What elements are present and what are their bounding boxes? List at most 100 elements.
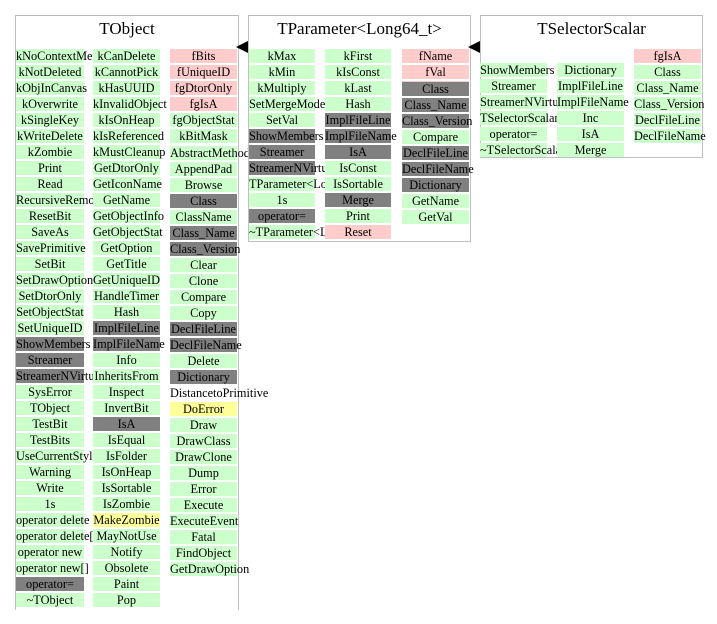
member-cell: MayNotUse: [93, 529, 160, 543]
member-cell: fVal: [402, 65, 469, 79]
member-column: fgIsA Class Class_Name Class_Version DeclFil…: [634, 49, 706, 145]
member-cell: kOverwrite: [16, 97, 84, 111]
member-cell: IsEqual: [93, 433, 160, 447]
member-cell: fgObjectStat: [170, 113, 237, 127]
member-cell: SetDrawOption: [16, 273, 94, 287]
member-cell: Class: [402, 82, 469, 96]
member-cell: TObject: [16, 401, 84, 415]
member-cell: IsOnHeap: [93, 465, 160, 479]
member-cell: ExecuteEvent: [170, 514, 239, 528]
member-cell: DoError: [170, 402, 237, 416]
member-cell: DrawClone: [170, 450, 237, 464]
member-cell: ShowMembers: [16, 337, 91, 351]
member-cell: GetName: [402, 194, 469, 208]
member-cell: kIsConst: [325, 65, 391, 79]
member-cell: ShowMembers: [480, 63, 555, 77]
member-column: kFirst kIsConst kLast Hash ImplFileLine ImplF…: [325, 49, 397, 241]
member-cell: Browse: [170, 178, 237, 192]
member-cell: SaveAs: [16, 225, 84, 239]
member-cell: Class_Version: [634, 97, 705, 111]
class-box-tparameter: TParameter<Long64_t>: [248, 15, 471, 242]
member-cell: Dictionary: [402, 178, 469, 192]
member-cell: StreamerNVirtual: [249, 161, 337, 175]
member-cell: IsFolder: [93, 449, 160, 463]
member-cell: GetDtorOnly: [93, 161, 160, 175]
member-cell: kObjInCanvas: [16, 81, 88, 95]
member-cell: SavePrimitive: [16, 241, 86, 255]
member-cell: DeclFileName: [402, 162, 474, 176]
class-title: TObject: [99, 19, 155, 38]
member-cell: operator new[]: [16, 561, 89, 575]
member-cell: Notify: [93, 545, 160, 559]
member-cell: IsZombie: [93, 497, 160, 511]
member-cell: GetDrawOption: [170, 562, 250, 576]
member-cell: Paint: [93, 577, 160, 591]
member-cell: DeclFileLine: [170, 322, 237, 336]
member-cell: SetVal: [249, 113, 315, 127]
member-cell: kCannotPick: [93, 65, 160, 79]
member-cell: SetBit: [16, 257, 84, 271]
member-cell: Class: [634, 65, 701, 79]
member-cell: SetObjectStat: [16, 305, 84, 319]
member-cell: Delete: [170, 354, 237, 368]
member-cell: Obsolete: [93, 561, 160, 575]
member-cell: Merge: [557, 143, 624, 157]
member-cell: kMax: [249, 49, 315, 63]
member-cell: GetOption: [93, 241, 160, 255]
member-cell: Compare: [402, 130, 469, 144]
member-cell: GetObjectStat: [93, 225, 163, 239]
member-cell: UseCurrentStyle: [16, 449, 98, 463]
member-cell: operator=: [16, 577, 84, 591]
member-cell: kNotDeleted: [16, 65, 84, 79]
member-cell: TParameter<Long64_t>: [249, 177, 369, 191]
class-title: TSelectorScalar: [537, 19, 646, 38]
member-cell: IsA: [325, 145, 391, 159]
member-cell: ImplFileLine: [325, 113, 391, 127]
member-cell: operator=: [249, 209, 315, 223]
member-cell: Streamer: [480, 79, 547, 93]
member-cell: Inc: [557, 111, 624, 125]
member-cell: Class_Name: [634, 81, 701, 95]
member-cell: 1s: [16, 497, 84, 511]
member-cell: fName: [402, 49, 469, 63]
member-cell: ImplFileLine: [93, 321, 160, 335]
member-cell: kCanDelete: [93, 49, 160, 63]
member-cell: IsSortable: [93, 481, 160, 495]
member-cell: Pop: [93, 593, 160, 607]
member-cell: DrawClass: [170, 434, 237, 448]
member-cell: fgIsA: [634, 49, 701, 63]
member-cell: FindObject: [170, 546, 237, 560]
member-cell: Hash: [325, 97, 391, 111]
member-cell: Clear: [170, 258, 237, 272]
member-cell: kNoContextMenu: [16, 49, 105, 63]
member-cell: Class_Name: [170, 226, 237, 240]
member-cell: ShowMembers: [249, 129, 324, 143]
member-cell: AppendPad: [170, 162, 237, 176]
member-cell: IsA: [93, 417, 160, 431]
member-cell: fgIsA: [170, 97, 237, 111]
member-cell: kIsOnHeap: [93, 113, 160, 127]
member-cell: Class: [170, 194, 237, 208]
member-cell: ~TParameter<Long64_t>: [249, 225, 375, 239]
member-cell: SysError: [16, 385, 84, 399]
member-cell: kSingleKey: [16, 113, 84, 127]
class-title: TParameter<Long64_t>: [277, 19, 442, 38]
member-cell: GetTitle: [93, 257, 160, 271]
member-cell: StreamerNVirtual: [16, 369, 104, 383]
member-cell: Copy: [170, 306, 237, 320]
member-column: ShowMembers Streamer StreamerNVirtual TSele…: [480, 63, 567, 159]
member-cell: Class_Name: [402, 98, 469, 112]
member-cell: kInvalidObject: [93, 97, 167, 111]
member-cell: InheritsFrom: [93, 369, 160, 383]
member-cell: Merge: [325, 193, 391, 207]
member-cell: GetVal: [402, 210, 469, 224]
member-cell: Hash: [93, 305, 160, 319]
member-cell: TestBit: [16, 417, 84, 431]
member-cell: Reset: [325, 225, 391, 239]
member-column: AbstractMethod AppendPad Browse Class ClassN…: [170, 146, 268, 578]
member-cell: ImplFileLine: [557, 79, 624, 93]
member-cell: RecursiveRemove: [16, 193, 107, 207]
member-cell: Warning: [16, 465, 84, 479]
member-cell: Streamer: [16, 353, 84, 367]
member-cell: ImplFileName: [557, 95, 629, 109]
